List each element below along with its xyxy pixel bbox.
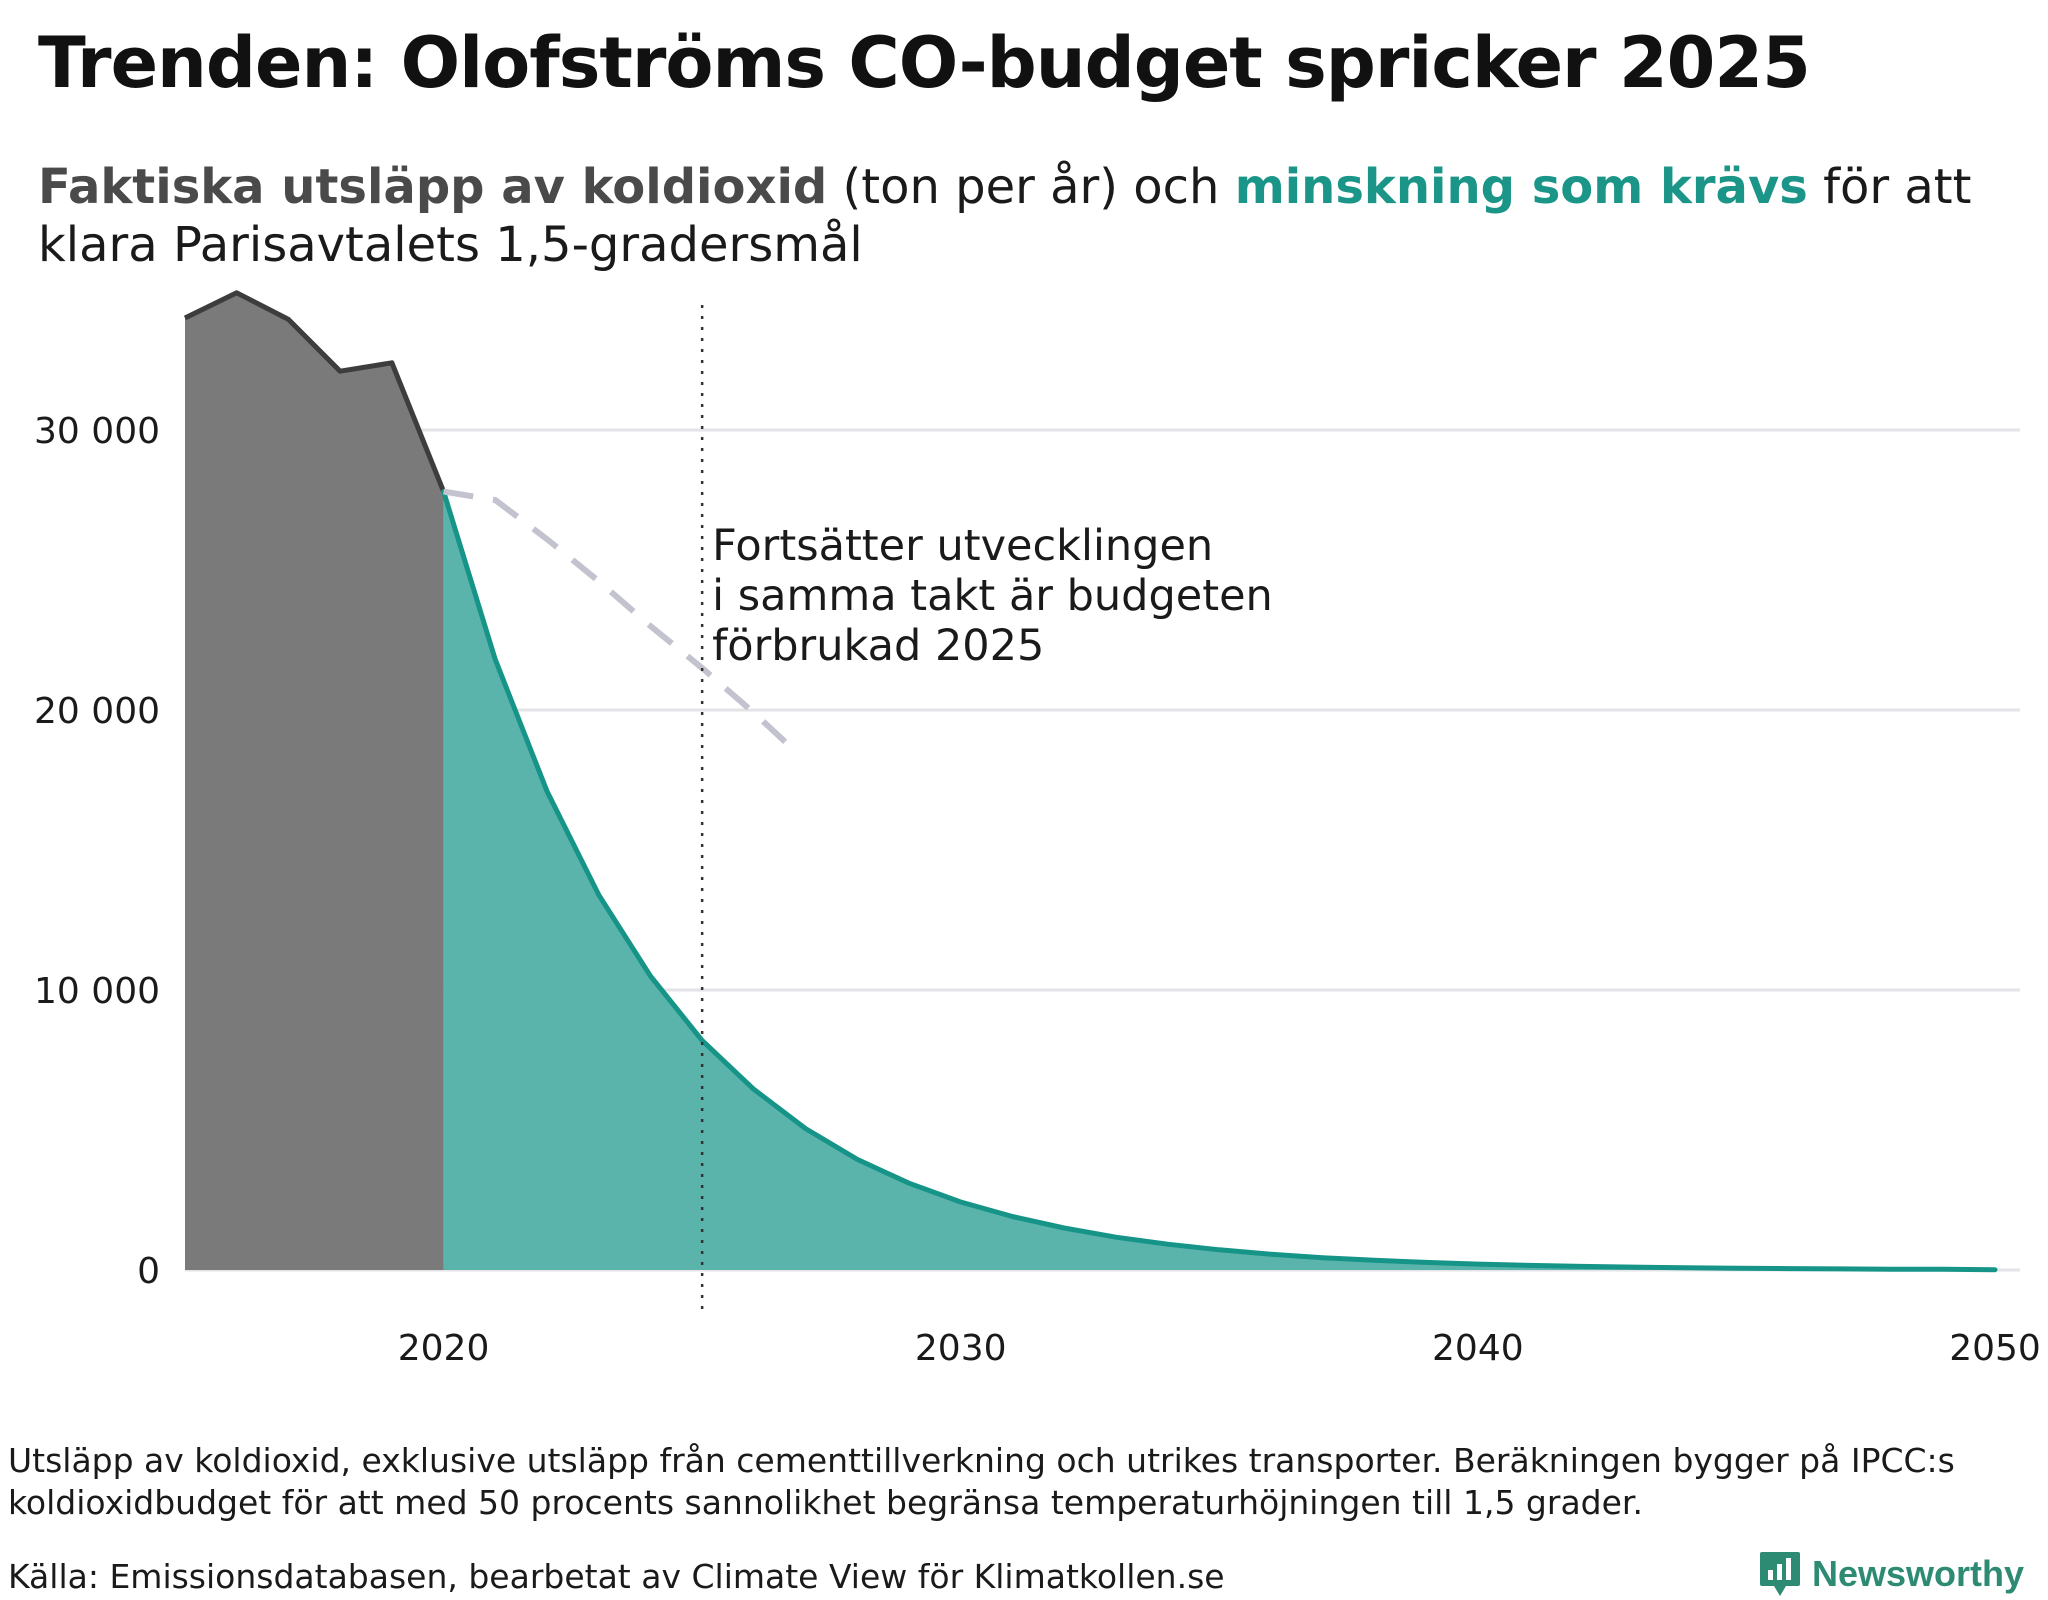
y-tick-label: 30 000 — [34, 411, 160, 452]
annotation-line-1: Fortsätter utvecklingen — [712, 521, 1213, 571]
actual-emissions-line — [183, 290, 446, 493]
y-tick-label: 0 — [137, 1251, 160, 1292]
source-credit: Källa: Emissionsdatabasen, bearbetat av … — [8, 1557, 1225, 1596]
subtitle-unit-text: (ton per år) och — [827, 159, 1235, 215]
brand-name: Newsworthy — [1811, 1553, 2024, 1594]
actual-emissions-area — [185, 292, 444, 1270]
x-axis-ticks: 2020 2030 2040 2050 — [398, 1328, 2041, 1369]
y-tick-label: 20 000 — [34, 691, 160, 732]
annotation-line-3: förbrukad 2025 — [712, 621, 1044, 671]
annotation-text: Fortsätter utvecklingen i samma takt är … — [712, 521, 1286, 671]
y-tick-label: 10 000 — [34, 971, 160, 1012]
x-tick-label: 2030 — [915, 1328, 1007, 1369]
required-reduction-area — [443, 491, 1996, 1271]
newsworthy-logo-icon — [1759, 1552, 1800, 1596]
subtitle-rest-text: för att klara Parisavtalets 1,5-gradersm… — [38, 159, 1972, 273]
x-tick-label: 2020 — [398, 1328, 490, 1369]
required-reduction-line — [441, 489, 1998, 1273]
line-layer — [183, 290, 1998, 1273]
chart-subtitle: Faktiska utsläpp av koldioxid (ton per å… — [38, 158, 2018, 274]
emissions-chart: Fortsätter utvecklingen i samma takt är … — [34, 290, 2041, 1369]
area-layer — [185, 292, 1996, 1271]
trend-dashed-line — [443, 488, 793, 749]
brand-logo: Newsworthy — [1758, 1550, 2024, 1598]
y-axis-ticks: 0 10 000 20 000 30 000 — [34, 411, 160, 1292]
annotation-line-2: i samma takt är budgeten — [712, 571, 1273, 621]
footnote: Utsläpp av koldioxid, exklusive utsläpp … — [8, 1441, 1955, 1522]
subtitle-required-label: minskning som krävs — [1234, 159, 1808, 215]
subtitle-actual-label: Faktiska utsläpp av koldioxid — [38, 159, 828, 215]
x-tick-label: 2050 — [1949, 1328, 2041, 1369]
chart-title: Trenden: Olofströms CO-budget spricker 2… — [38, 22, 1811, 104]
x-tick-label: 2040 — [1432, 1328, 1524, 1369]
